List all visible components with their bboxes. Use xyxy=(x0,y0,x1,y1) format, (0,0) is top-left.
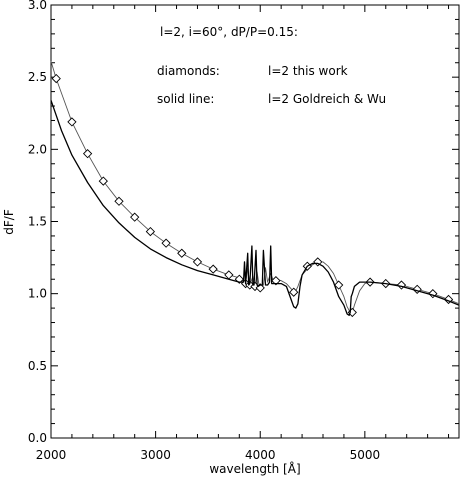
plot-frame xyxy=(50,4,460,439)
x-tick-label: 3000 xyxy=(140,448,171,462)
annotation-line-desc: l=2 Goldreich & Wu xyxy=(268,92,386,106)
diamond-marker xyxy=(271,276,281,286)
diamond-marker xyxy=(334,280,344,290)
annotation-diamonds-label: diamonds: xyxy=(157,64,220,78)
diamond-marker xyxy=(161,238,171,248)
x-axis-ticks: 2000 3000 4000 5000 xyxy=(36,5,450,462)
diamond-marker xyxy=(98,176,108,186)
plot-area-border xyxy=(50,4,460,439)
annotation-header: l=2, i=60°, dP/P=0.15: xyxy=(160,25,298,39)
diamond-marker xyxy=(224,270,234,280)
y-axis-ticks: 0.0 0.5 1.0 1.5 2.0 2.5 3.0 xyxy=(28,0,459,445)
x-tick-label: 4000 xyxy=(245,448,276,462)
y-tick-label: 1.0 xyxy=(28,287,47,301)
y-tick-label: 1.5 xyxy=(28,215,47,229)
y-tick-label: 3.0 xyxy=(28,0,47,12)
y-axis-label: dF/F xyxy=(2,209,16,235)
diamond-marker xyxy=(289,287,299,297)
diamond-marker xyxy=(82,149,93,159)
series-layer xyxy=(50,61,460,318)
series-line-goldreich-wu xyxy=(50,100,460,316)
annotation-line-label: solid line: xyxy=(157,92,214,106)
diamond-marker xyxy=(145,226,156,237)
annotation-diamonds-desc: l=2 this work xyxy=(268,64,348,78)
x-tick-label: 2000 xyxy=(36,448,67,462)
x-axis-label: wavelength [Å] xyxy=(209,461,300,476)
diamond-marker xyxy=(177,248,187,258)
diamond-marker xyxy=(51,73,61,84)
diamond-marker xyxy=(130,212,140,222)
diamond-marker xyxy=(114,196,124,206)
y-tick-label: 0.0 xyxy=(28,431,47,445)
diamond-marker xyxy=(208,264,218,274)
y-tick-label: 0.5 xyxy=(28,359,47,373)
x-tick-label: 5000 xyxy=(350,448,381,462)
diamond-marker xyxy=(192,257,203,267)
y-tick-label: 2.0 xyxy=(28,142,47,156)
diamond-marker xyxy=(67,117,77,127)
y-tick-label: 2.5 xyxy=(28,70,47,84)
